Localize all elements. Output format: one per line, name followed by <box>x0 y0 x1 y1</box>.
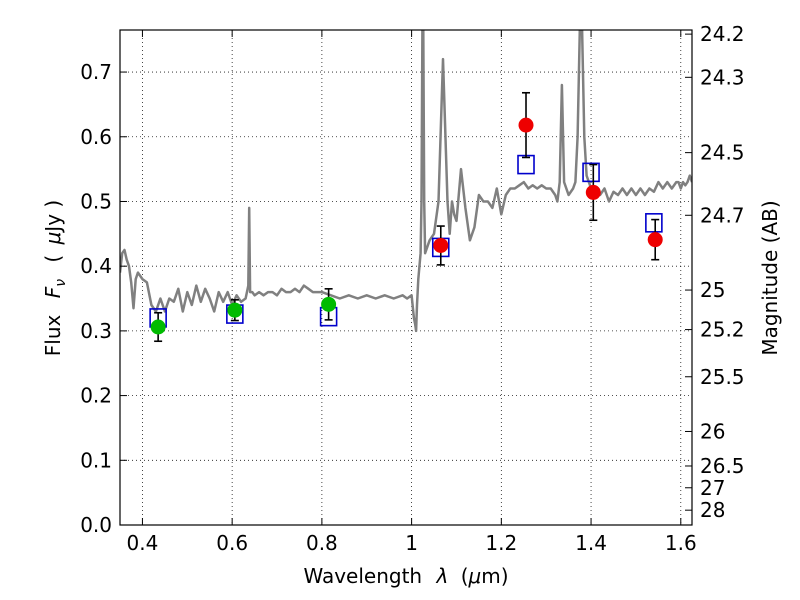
model-box <box>517 154 535 175</box>
model-box <box>645 213 663 233</box>
y-tick-label: 0.3 <box>80 319 112 343</box>
magnitude-tick-label: 24.5 <box>700 141 745 165</box>
observed-point <box>227 302 243 318</box>
magnitude-tick-label: 25 <box>700 278 725 302</box>
observed-point <box>321 296 337 312</box>
magnitude-tick-label: 24.2 <box>700 22 745 46</box>
model-spectrum-line <box>120 30 692 333</box>
x-tick-label: 0.4 <box>127 531 159 555</box>
observed-points <box>150 117 663 335</box>
x-tick-label: 1 <box>405 531 418 555</box>
magnitude-tick-label: 24.3 <box>700 65 745 89</box>
magnitude-tick-label: 24.7 <box>700 203 745 227</box>
magnitude-tick-label: 25.5 <box>700 365 745 389</box>
x-axis-title: Wavelength λ (μm) <box>303 564 508 588</box>
x-tick-label: 1.2 <box>485 531 517 555</box>
magnitude-axis-title: Magnitude (AB) <box>758 200 782 355</box>
y-axis-title: Flux Fν ( μJy ) <box>41 200 70 356</box>
grid <box>120 30 692 526</box>
magnitude-tick-label: 26.5 <box>700 454 745 478</box>
y-tick-label: 0.7 <box>80 60 112 84</box>
observed-point <box>518 117 534 133</box>
y-tick-label: 0.6 <box>80 125 112 149</box>
observed-point <box>647 232 663 248</box>
magnitude-tick-label: 25.2 <box>700 318 745 342</box>
y-tick-label: 0.4 <box>80 254 112 278</box>
y-tick-label: 0.0 <box>80 513 112 537</box>
y-tick-label: 0.2 <box>80 384 112 408</box>
y-tick-label: 0.1 <box>80 448 112 472</box>
magnitude-tick-label: 28 <box>700 498 725 522</box>
observed-point <box>433 237 449 253</box>
x-axis-ticks: 0.4 0.6 0.8 1 1.2 1.4 1.6 <box>127 30 697 555</box>
y-tick-label: 0.5 <box>80 189 112 213</box>
x-tick-label: 1.4 <box>575 531 607 555</box>
observed-point <box>150 319 166 335</box>
magnitude-tick-label: 27 <box>700 476 725 500</box>
plot-area <box>120 30 692 343</box>
magnitude-tick-label: 26 <box>700 419 725 443</box>
model-box <box>582 162 600 183</box>
y-axis-ticks: 0.0 0.1 0.2 0.3 0.4 0.5 0.6 0.7 <box>80 60 127 537</box>
x-tick-label: 1.6 <box>665 531 697 555</box>
plot-frame <box>119 29 693 526</box>
x-tick-label: 0.8 <box>306 531 338 555</box>
x-tick-label: 0.6 <box>216 531 248 555</box>
observed-point <box>585 184 601 200</box>
model-boxes <box>149 154 663 328</box>
